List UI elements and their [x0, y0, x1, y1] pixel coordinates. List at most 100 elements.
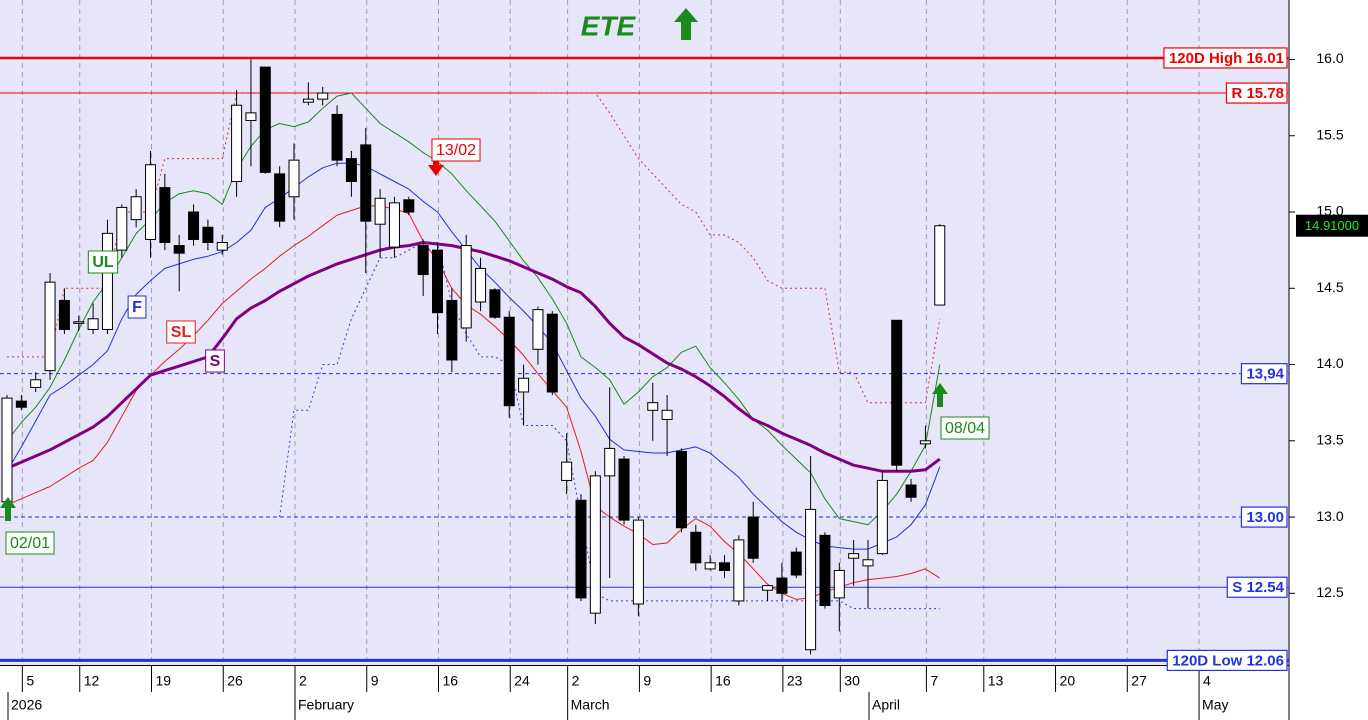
annotation-box — [431, 138, 481, 162]
chart-title: ETE — [581, 10, 637, 41]
lines — [6, 92, 941, 610]
candle-body — [518, 377, 530, 393]
candle-body — [805, 508, 817, 651]
candle-body — [130, 196, 142, 221]
candle-body — [934, 225, 946, 306]
candle-body — [475, 267, 487, 303]
candle-body — [317, 92, 329, 100]
x-tick-label: 19 — [156, 673, 172, 689]
candle-body — [790, 551, 802, 576]
level-label: S 12.54 — [1232, 579, 1284, 596]
candle-body — [231, 104, 243, 183]
y-tick-label: 14.5 — [1316, 279, 1343, 295]
candle-body — [374, 197, 386, 225]
level-label: R 15.78 — [1231, 85, 1284, 102]
y-tick-label: 13.0 — [1316, 508, 1343, 524]
annotation-arrow — [428, 152, 444, 176]
candle-body — [647, 402, 659, 411]
grid — [7, 0, 1295, 720]
month-label: March — [571, 697, 610, 713]
candle-body — [891, 319, 903, 466]
level-label: 13.00 — [1246, 509, 1284, 526]
series-label-box — [205, 349, 225, 373]
candle-body — [245, 112, 257, 121]
y-tick-label: 15.0 — [1316, 203, 1343, 219]
candle-body — [460, 245, 472, 329]
candle-body — [704, 562, 716, 570]
month-label: April — [872, 697, 900, 713]
candle-body — [489, 289, 501, 318]
candle-body — [661, 409, 673, 420]
candle-body — [173, 245, 185, 254]
series-label: UL — [92, 254, 114, 271]
x-tick-label: 16 — [715, 673, 731, 689]
candle-body — [58, 299, 70, 330]
candle-body — [589, 475, 601, 614]
x-tick-label: 23 — [787, 673, 803, 689]
candle-body — [503, 316, 515, 407]
x-tick-label: 24 — [514, 673, 530, 689]
series-line — [6, 205, 941, 600]
candle-body — [1, 397, 13, 503]
candle-body — [690, 531, 702, 564]
x-axis-area — [0, 665, 1289, 720]
candle-body — [905, 484, 917, 498]
series-label: F — [132, 299, 142, 316]
series-label-box — [127, 295, 147, 319]
candle-body — [216, 242, 228, 251]
candle-body — [15, 400, 27, 408]
level-label-box — [1240, 363, 1288, 385]
candle-body — [618, 458, 630, 521]
candle-body — [302, 98, 314, 103]
month-label: 2026 — [11, 697, 42, 713]
y-tick-label: 13.5 — [1316, 431, 1343, 447]
series-label-box — [166, 320, 196, 344]
level-label: 120D High 16.01 — [1169, 50, 1284, 67]
x-tick-label: 4 — [1203, 673, 1211, 689]
x-tick-label: 9 — [371, 673, 379, 689]
y-tick-label: 15.5 — [1316, 126, 1343, 142]
candle-body — [604, 447, 616, 477]
candle-body — [417, 245, 429, 276]
series-label: SL — [171, 324, 192, 341]
levels: 120D High 16.01 R 15.78 13,94 13.00 S 12.54 1… — [0, 47, 1289, 672]
candle-body — [145, 164, 156, 240]
y-tick-label: 12.5 — [1316, 584, 1343, 600]
series-label-box — [87, 250, 119, 274]
x-tick-label: 5 — [26, 673, 34, 689]
candle-body — [331, 113, 343, 161]
overlay: UL F SL S 02/01 13/02 08/04 — [0, 138, 990, 555]
candle-body — [632, 519, 644, 605]
annotation-label: 13/02 — [436, 142, 476, 159]
candle-body — [575, 499, 587, 599]
level-label: 13,94 — [1246, 366, 1284, 383]
candle-body — [876, 479, 888, 555]
x-tick-label: 7 — [930, 673, 938, 689]
candle-body — [116, 206, 128, 251]
candle-body — [259, 66, 271, 173]
x-tick-label: 16 — [443, 673, 459, 689]
candle-body — [360, 144, 372, 222]
x-tick-label: 20 — [1060, 673, 1076, 689]
candle-body — [44, 281, 56, 372]
candle-body — [159, 187, 171, 244]
candle-body — [202, 226, 214, 244]
candle-body — [747, 516, 759, 559]
x-tick-label: 30 — [844, 673, 860, 689]
y-tick-label: 14.0 — [1316, 355, 1343, 371]
x-tick-label: 26 — [227, 673, 243, 689]
candle-body — [288, 159, 300, 198]
candle-body — [388, 202, 400, 248]
level-label-box — [1240, 506, 1288, 528]
candle-body — [403, 199, 415, 213]
candle-body — [561, 461, 573, 481]
candle-body — [819, 534, 831, 607]
candle-body — [733, 539, 745, 602]
candle-body — [345, 158, 357, 183]
candle-body — [30, 379, 42, 388]
candle-body — [762, 585, 774, 591]
month-label: February — [298, 697, 354, 713]
level-label-box — [1225, 82, 1288, 104]
